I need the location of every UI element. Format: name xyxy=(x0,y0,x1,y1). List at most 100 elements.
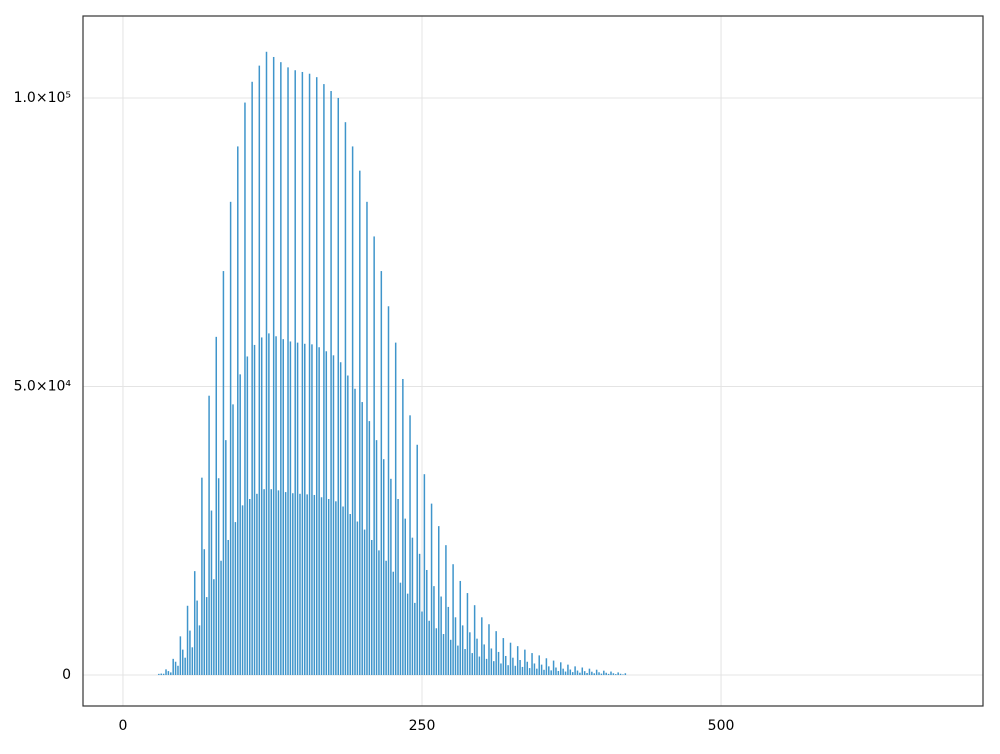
bar xyxy=(538,655,540,676)
bar xyxy=(459,580,462,676)
bar xyxy=(356,521,359,676)
bar xyxy=(335,501,337,676)
bar xyxy=(512,657,514,676)
bar xyxy=(414,602,416,676)
bar xyxy=(263,489,265,676)
bar xyxy=(490,648,493,676)
bar xyxy=(375,440,378,676)
bar xyxy=(423,474,426,676)
bar xyxy=(617,672,619,676)
bar xyxy=(504,655,507,676)
bar xyxy=(347,375,349,676)
bar xyxy=(600,673,603,676)
bar xyxy=(318,347,320,676)
bar xyxy=(586,672,588,676)
bar xyxy=(402,378,404,676)
bar xyxy=(239,374,241,676)
bar xyxy=(536,668,538,676)
bar xyxy=(610,671,612,676)
bar xyxy=(306,494,308,676)
bar xyxy=(368,421,371,676)
bar xyxy=(471,653,473,676)
bar xyxy=(571,672,574,676)
bar xyxy=(526,661,529,676)
bar xyxy=(507,665,509,676)
bar xyxy=(351,146,354,676)
bar xyxy=(624,673,627,676)
bar xyxy=(337,97,340,676)
y-tick-label: 1.0×10⁵ xyxy=(14,90,71,106)
bar xyxy=(457,645,459,676)
plot-frame xyxy=(82,15,984,707)
bar xyxy=(569,669,572,676)
bar xyxy=(588,668,591,676)
bar xyxy=(449,639,452,676)
bar xyxy=(251,81,253,676)
bar xyxy=(567,664,569,676)
bar xyxy=(483,644,485,676)
bar xyxy=(308,73,311,676)
bar xyxy=(313,494,316,676)
bar xyxy=(447,606,450,676)
bar xyxy=(461,625,464,676)
bar xyxy=(177,665,179,676)
bar xyxy=(354,388,356,676)
bar xyxy=(330,91,332,676)
bar xyxy=(241,505,244,676)
bar xyxy=(452,564,454,676)
bar xyxy=(488,624,490,676)
bar xyxy=(521,666,524,676)
bar xyxy=(311,344,313,676)
bar xyxy=(179,636,182,676)
bar xyxy=(234,522,237,676)
bar xyxy=(409,415,411,676)
bar xyxy=(576,670,579,676)
bar xyxy=(416,444,418,676)
bar xyxy=(320,497,323,676)
bar xyxy=(595,669,598,676)
bar xyxy=(344,122,347,676)
bar xyxy=(174,661,177,676)
bar xyxy=(574,666,576,676)
bar xyxy=(162,673,165,676)
bar xyxy=(552,660,555,676)
bar xyxy=(555,667,557,676)
bar xyxy=(205,597,208,676)
bar xyxy=(315,77,318,676)
bar xyxy=(454,617,457,676)
bar xyxy=(543,669,545,676)
bar xyxy=(186,605,189,676)
bar xyxy=(619,673,622,676)
bar xyxy=(612,673,615,676)
bar xyxy=(387,306,390,676)
x-tick-label: 500 xyxy=(708,718,735,734)
bar xyxy=(270,489,273,676)
bar xyxy=(184,657,186,676)
bar xyxy=(473,605,476,676)
bar xyxy=(404,518,406,676)
bar xyxy=(208,395,210,676)
bar xyxy=(509,642,512,676)
bar xyxy=(562,668,564,676)
bar xyxy=(323,84,325,676)
bar xyxy=(481,617,483,676)
bar xyxy=(220,560,222,676)
bar xyxy=(172,658,174,676)
bar xyxy=(607,673,610,676)
bar xyxy=(421,611,423,676)
bar xyxy=(182,649,184,676)
bar xyxy=(342,506,344,676)
bar xyxy=(581,667,584,676)
bar xyxy=(564,671,567,676)
bar xyxy=(287,67,289,676)
bar xyxy=(524,649,526,676)
bar xyxy=(225,440,227,676)
bar xyxy=(256,493,258,676)
bar xyxy=(213,579,215,676)
bar xyxy=(603,670,605,676)
bar xyxy=(548,666,550,676)
bar xyxy=(478,656,481,676)
plot: 0 250 500 0 5.0×10⁴ 1.0×10⁵ xyxy=(14,16,983,734)
bar xyxy=(170,672,172,676)
